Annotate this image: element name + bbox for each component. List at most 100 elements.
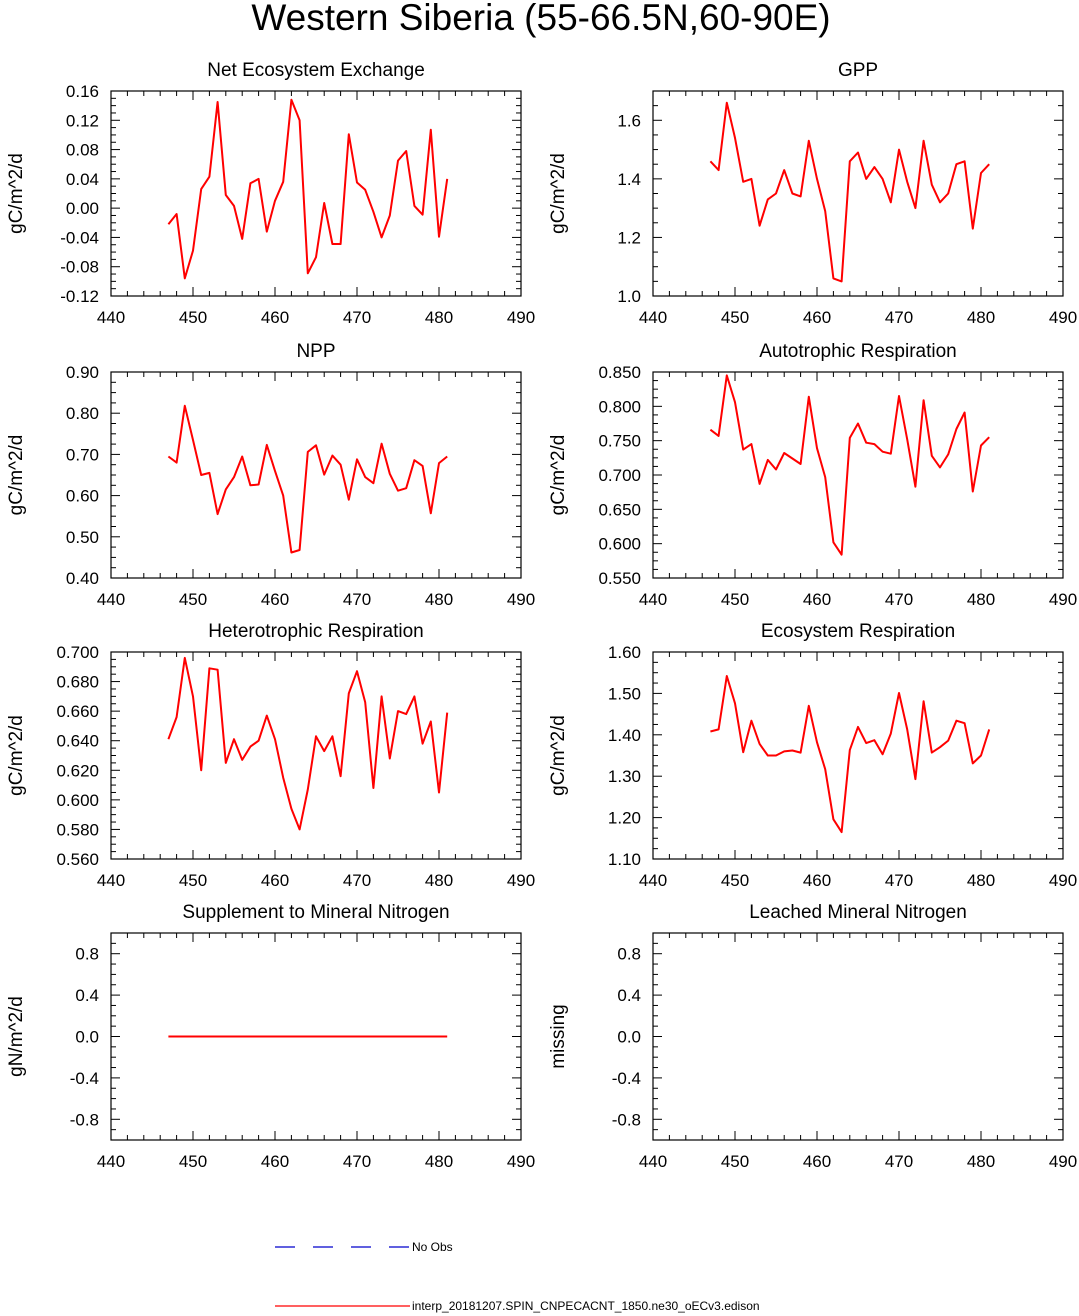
x-tick-label: 440 xyxy=(639,590,667,609)
x-tick-label: 490 xyxy=(1049,1152,1077,1171)
y-tick-label: 0.700 xyxy=(598,466,641,485)
x-tick-label: 480 xyxy=(425,871,453,890)
x-tick-label: 460 xyxy=(261,308,289,327)
y-tick-label: 0.40 xyxy=(66,569,99,588)
x-tick-label: 450 xyxy=(179,1152,207,1171)
y-tick-label: -0.8 xyxy=(70,1110,99,1129)
y-tick-label: 1.30 xyxy=(608,767,641,786)
y-tick-label: 1.6 xyxy=(617,111,641,130)
panel-title: Supplement to Mineral Nitrogen xyxy=(182,902,449,923)
y-tick-label: 1.40 xyxy=(608,726,641,745)
legend: No Obs interp_20181207.SPIN_CNPECACNT_18… xyxy=(275,1240,760,1313)
panel-title: Ecosystem Respiration xyxy=(761,621,955,642)
x-tick-label: 460 xyxy=(803,590,831,609)
y-tick-label: 0.800 xyxy=(598,397,641,416)
x-tick-label: 480 xyxy=(967,590,995,609)
x-tick-label: 440 xyxy=(639,1152,667,1171)
x-tick-label: 480 xyxy=(967,1152,995,1171)
y-tick-label: 0.8 xyxy=(75,945,99,964)
y-tick-label: 0.550 xyxy=(598,569,641,588)
y-tick-label: 0.04 xyxy=(66,170,99,189)
y-axis-label: missing xyxy=(548,1004,569,1068)
y-tick-label: 0.50 xyxy=(66,528,99,547)
y-tick-label: -0.12 xyxy=(60,287,99,306)
y-tick-label: 0.750 xyxy=(598,432,641,451)
y-tick-label: 1.50 xyxy=(608,684,641,703)
y-tick-label: -0.8 xyxy=(612,1110,641,1129)
x-tick-label: 490 xyxy=(1049,871,1077,890)
y-tick-label: 1.20 xyxy=(608,809,641,828)
y-tick-label: 0.90 xyxy=(66,363,99,382)
x-tick-label: 450 xyxy=(721,308,749,327)
x-tick-label: 480 xyxy=(967,308,995,327)
y-tick-label: 0.4 xyxy=(617,986,641,1005)
y-tick-label: -0.4 xyxy=(70,1069,99,1088)
y-tick-label: 0.600 xyxy=(598,535,641,554)
x-tick-label: 490 xyxy=(1049,308,1077,327)
x-tick-label: 470 xyxy=(885,871,913,890)
y-tick-label: 0.0 xyxy=(75,1028,99,1047)
x-tick-label: 440 xyxy=(97,308,125,327)
x-tick-label: 490 xyxy=(507,308,535,327)
y-axis-label: gC/m^2/d xyxy=(548,435,569,516)
x-tick-label: 450 xyxy=(721,590,749,609)
x-tick-label: 480 xyxy=(425,590,453,609)
x-tick-label: 450 xyxy=(179,871,207,890)
panel-title: Net Ecosystem Exchange xyxy=(207,60,425,81)
x-tick-label: 470 xyxy=(343,1152,371,1171)
y-tick-label: 0.580 xyxy=(56,820,99,839)
y-tick-label: 0.8 xyxy=(617,945,641,964)
x-tick-label: 440 xyxy=(97,1152,125,1171)
y-axis-label: gC/m^2/d xyxy=(6,153,27,234)
x-tick-label: 440 xyxy=(639,871,667,890)
y-axis-label: gC/m^2/d xyxy=(548,153,569,234)
y-tick-label: 0.620 xyxy=(56,761,99,780)
x-tick-label: 450 xyxy=(179,308,207,327)
series-line xyxy=(710,675,991,834)
x-tick-label: 450 xyxy=(721,1152,749,1171)
panel-6: Supplement to Mineral Nitrogen gN/m^2/d 44… xyxy=(6,902,535,1171)
x-tick-label: 470 xyxy=(885,590,913,609)
y-tick-label: 1.60 xyxy=(608,643,641,662)
panel-title: GPP xyxy=(838,60,878,81)
y-tick-label: 0.850 xyxy=(598,363,641,382)
y-tick-label: 0.640 xyxy=(56,732,99,751)
x-tick-label: 470 xyxy=(885,1152,913,1171)
panel-1: GPP gC/m^2/d 440 450 460 470 480 490 1.0 1.2 1.4 1.… xyxy=(548,60,1077,327)
x-tick-label: 460 xyxy=(803,308,831,327)
series-line xyxy=(167,98,449,280)
panel-title: Heterotrophic Respiration xyxy=(208,621,423,642)
legend-obs-label: No Obs xyxy=(412,1240,453,1254)
x-tick-label: 470 xyxy=(343,590,371,609)
y-axis-label: gC/m^2/d xyxy=(6,715,27,796)
y-tick-label: 0.680 xyxy=(56,673,99,692)
panel-5: Ecosystem Respiration gC/m^2/d 440 450 460 47… xyxy=(548,621,1077,890)
panels: Net Ecosystem Exchange gC/m^2/d 440 450 460 4… xyxy=(6,60,1077,1171)
x-tick-label: 460 xyxy=(261,1152,289,1171)
y-tick-label: 0.600 xyxy=(56,791,99,810)
y-tick-label: 1.4 xyxy=(617,170,641,189)
figure-title: Western Siberia (55-66.5N,60-90E) xyxy=(251,0,830,38)
y-tick-label: 0.650 xyxy=(598,500,641,519)
y-tick-label: 0.60 xyxy=(66,487,99,506)
y-tick-label: 0.08 xyxy=(66,141,99,160)
y-tick-label: 0.560 xyxy=(56,850,99,869)
y-axis-label: gN/m^2/d xyxy=(6,996,27,1077)
x-tick-label: 460 xyxy=(261,590,289,609)
legend-model-label: interp_20181207.SPIN_CNPECACNT_1850.ne30… xyxy=(412,1299,760,1313)
y-tick-label: 0.12 xyxy=(66,111,99,130)
y-tick-label: 0.70 xyxy=(66,445,99,464)
panel-title: Autotrophic Respiration xyxy=(759,341,957,362)
y-tick-label: 0.80 xyxy=(66,404,99,423)
panel-2: NPP gC/m^2/d 440 450 460 470 480 490 0.40 0.50 0.6… xyxy=(6,341,535,609)
panel-0: Net Ecosystem Exchange gC/m^2/d 440 450 460 4… xyxy=(6,60,535,327)
y-tick-label: 0.660 xyxy=(56,702,99,721)
x-tick-label: 480 xyxy=(425,1152,453,1171)
x-tick-label: 470 xyxy=(343,308,371,327)
y-tick-label: 0.0 xyxy=(617,1028,641,1047)
x-tick-label: 470 xyxy=(885,308,913,327)
x-tick-label: 460 xyxy=(803,871,831,890)
panel-title: NPP xyxy=(296,341,335,362)
series-line xyxy=(167,404,448,554)
